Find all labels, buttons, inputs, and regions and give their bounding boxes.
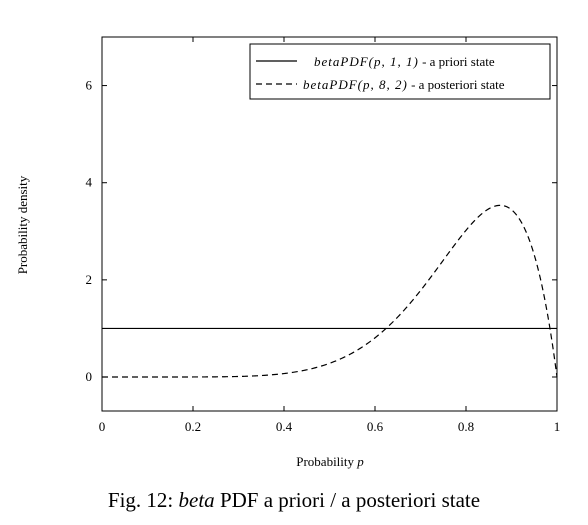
x-tick-label: 0.6 <box>367 419 384 434</box>
axis-ticks: 0 0.2 0.4 0.6 0.8 1 0 2 4 6 <box>86 37 561 434</box>
series-layer <box>102 204 558 378</box>
legend-box <box>249 43 551 100</box>
y-tick-label: 0 <box>86 369 93 384</box>
legend-label-apriori-math: betaPDF(p, 1, 1) <box>314 54 419 69</box>
plot-frame <box>101 36 558 412</box>
legend-label-apriori: betaPDF(p, 1, 1) - a priori state <box>314 54 495 69</box>
legend-label-aposteriori-suffix: - a posteriori state <box>408 77 505 92</box>
x-tick-label: 0.4 <box>276 419 293 434</box>
series-aposteriori-line <box>102 204 558 378</box>
x-tick-label: 0.8 <box>458 419 474 434</box>
legend-label-aposteriori: betaPDF(p, 8, 2) - a posteriori state <box>303 77 505 92</box>
y-tick-label: 4 <box>86 175 93 190</box>
x-axis-label-var: p <box>356 454 364 469</box>
y-axis-label: Probability density <box>15 175 30 274</box>
caption-italic: beta <box>178 488 215 512</box>
x-tick-label: 0.2 <box>185 419 201 434</box>
caption-prefix: Fig. 12: <box>107 488 179 512</box>
x-axis-label-text: Probability <box>296 454 357 469</box>
y-tick-label: 2 <box>86 272 93 287</box>
caption-rest: PDF a priori / a posteriori state <box>214 488 481 512</box>
x-axis-label: Probability p <box>296 454 364 469</box>
y-tick-label: 6 <box>86 78 93 93</box>
legend-label-apriori-suffix: - a priori state <box>419 54 495 69</box>
legend: betaPDF(p, 1, 1) - a priori state betaPD… <box>249 43 551 100</box>
legend-label-aposteriori-math: betaPDF(p, 8, 2) <box>303 77 408 92</box>
plot-area <box>101 36 558 412</box>
x-tick-label: 1 <box>554 419 561 434</box>
figure-caption: Fig. 12: beta PDF a priori / a posterior… <box>0 488 588 513</box>
x-tick-label: 0 <box>99 419 106 434</box>
